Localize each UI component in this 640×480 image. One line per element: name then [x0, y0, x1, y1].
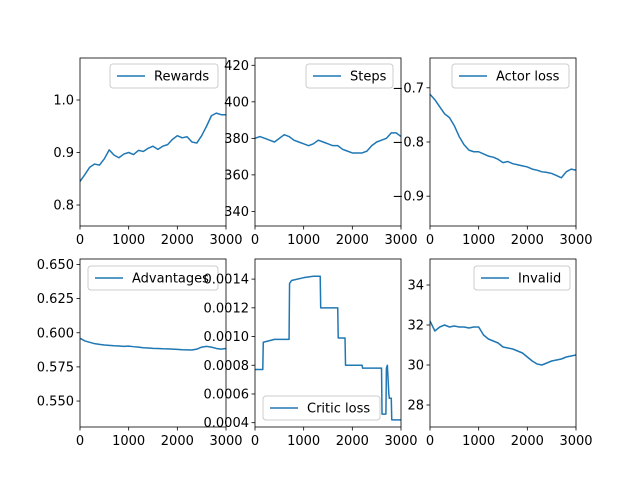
y-tick-label: 0.0006 [204, 387, 250, 402]
y-tick-label: 32 [407, 319, 424, 334]
x-tick-label: 3000 [559, 434, 592, 449]
series-line-invalid [430, 320, 576, 366]
x-tick-label: 2000 [336, 233, 369, 248]
legend-box [262, 395, 381, 421]
y-tick-label: −0.9 [392, 190, 424, 205]
series-line-actor-loss [430, 93, 576, 179]
x-tick-label: 3000 [209, 233, 242, 248]
legend-box [473, 265, 571, 291]
y-tick-label: 0.600 [37, 326, 74, 341]
y-tick-label: 30 [407, 359, 424, 374]
x-tick-label: 1000 [462, 233, 495, 248]
x-tick-label: 3000 [559, 233, 592, 248]
axes-frame [254, 57, 402, 227]
x-tick-label: 3000 [209, 434, 242, 449]
x-tick-label: 0 [426, 434, 434, 449]
x-tick-label: 0 [251, 434, 259, 449]
legend: Invalid [473, 265, 571, 291]
series-line-steps [255, 132, 401, 154]
y-tick-label: 0.9 [53, 146, 74, 161]
y-tick-label: 340 [224, 205, 249, 220]
x-tick-label: 0 [426, 233, 434, 248]
y-tick-label: 34 [407, 279, 424, 294]
y-tick-label: 28 [407, 399, 424, 414]
legend: Actor loss [451, 63, 570, 89]
y-tick-label: 0.0012 [204, 301, 250, 316]
subplot-5: 0 1000 2000 3000 0.0004 0.0006 0.0008 0.0010 0.0… [204, 258, 418, 449]
legend: Steps [305, 63, 394, 89]
legend-box [305, 63, 394, 89]
x-tick-label: 1000 [112, 233, 145, 248]
y-tick-label: 0.8 [53, 199, 74, 214]
x-tick-label: 0 [251, 233, 259, 248]
subplot-6: 0 1000 2000 3000 28 30 32 34 Invalid [407, 258, 593, 449]
series-line-critic-loss [255, 275, 401, 421]
legend-label: Rewards [154, 70, 209, 85]
legend: Advantages [87, 265, 219, 291]
x-tick-label: 2000 [511, 233, 544, 248]
y-tick-label: 420 [224, 59, 249, 74]
legend-label: Steps [350, 70, 387, 85]
series-line-advantages [80, 337, 226, 351]
x-tick-label: 2000 [336, 434, 369, 449]
x-tick-label: 0 [76, 434, 84, 449]
legend-label: Critic loss [307, 402, 370, 417]
series-line-rewards [80, 112, 226, 182]
legend-box [109, 63, 219, 89]
legend-label: Actor loss [496, 70, 560, 85]
legend: Rewards [109, 63, 219, 89]
subplot-2: 0 1000 2000 3000 340 360 380 400 420 Steps [224, 57, 418, 248]
legend-box [451, 63, 570, 89]
x-tick-label: 2000 [161, 233, 194, 248]
y-tick-label: 400 [224, 95, 249, 110]
x-tick-label: 0 [76, 233, 84, 248]
y-tick-label: 0.575 [37, 360, 74, 375]
x-tick-label: 1000 [287, 434, 320, 449]
x-tick-label: 1000 [112, 434, 145, 449]
x-tick-label: 1000 [287, 233, 320, 248]
y-tick-label: 0.625 [37, 292, 74, 307]
y-tick-label: 360 [224, 168, 249, 183]
axes-frame [254, 258, 402, 428]
y-tick-label: 0.0004 [204, 416, 250, 431]
y-tick-label: 1.0 [53, 94, 74, 109]
axes-frame [429, 258, 577, 428]
y-tick-label: 0.0014 [204, 273, 250, 288]
y-tick-label: 380 [224, 132, 249, 147]
y-tick-label: 0.0010 [204, 330, 250, 345]
y-tick-label: 0.0008 [204, 359, 250, 374]
axes-frame [79, 258, 227, 428]
y-tick-label: −0.8 [392, 136, 424, 151]
legend-label: Invalid [518, 272, 561, 287]
legend-label: Advantages [132, 272, 209, 287]
x-tick-label: 2000 [511, 434, 544, 449]
y-tick-label: −0.7 [392, 81, 424, 96]
y-tick-label: 0.650 [37, 258, 74, 273]
y-tick-label: 0.550 [37, 395, 74, 410]
subplot-3: 0 1000 2000 3000 −0.9 −0.8 −0.7 Actor loss [392, 57, 593, 248]
x-tick-label: 3000 [384, 434, 417, 449]
x-tick-label: 3000 [384, 233, 417, 248]
axes-frame [79, 57, 227, 227]
subplot-1: 0 1000 2000 3000 0.8 0.9 1.0 Rewards [53, 57, 243, 248]
legend-box [87, 265, 219, 291]
legend: Critic loss [262, 395, 381, 421]
x-tick-label: 2000 [161, 434, 194, 449]
x-tick-label: 1000 [462, 434, 495, 449]
subplot-4: 0 1000 2000 3000 0.550 0.575 0.600 0.625 0.650 Ad… [37, 258, 243, 449]
